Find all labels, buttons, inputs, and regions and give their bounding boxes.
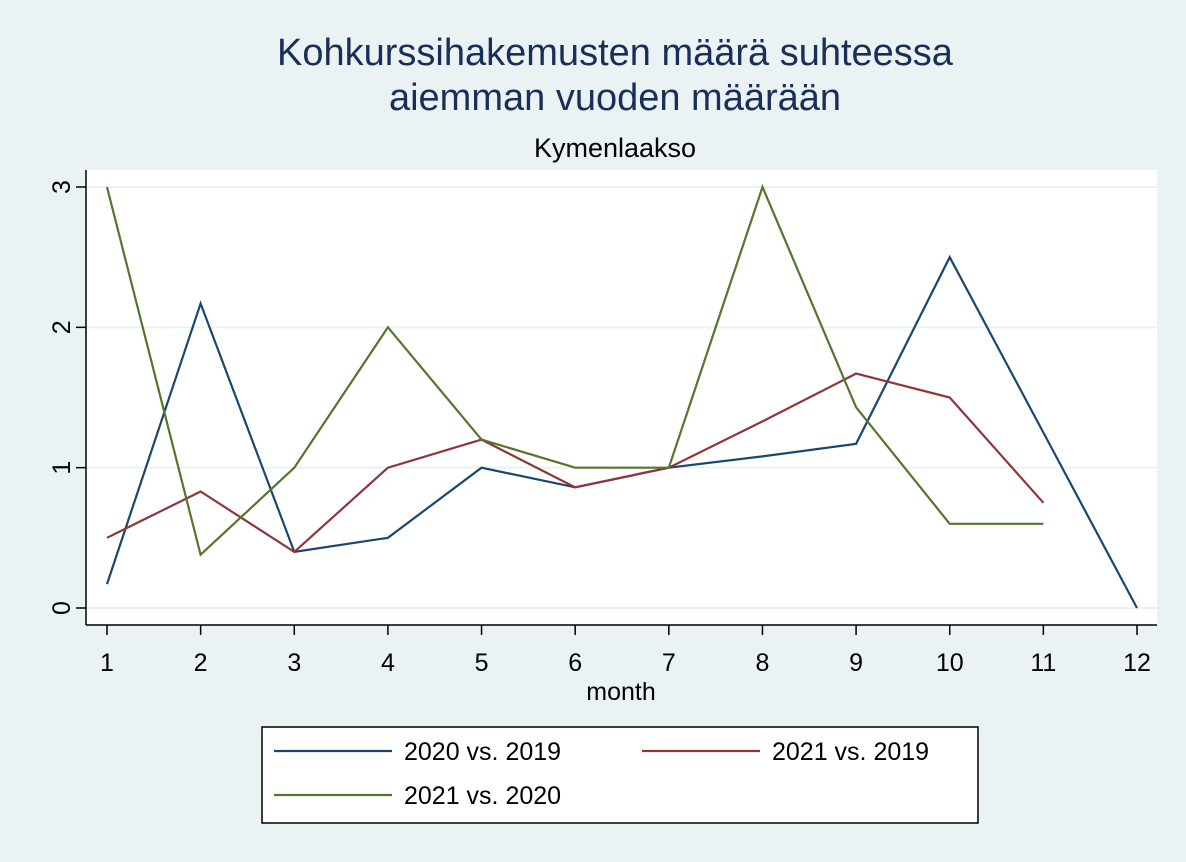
x-axis: 1 2 3 4 5 6 7 8 9 10 11 12 [86, 624, 1157, 677]
x-tick-label: 6 [568, 649, 582, 677]
legend-label-1: 2020 vs. 2019 [404, 738, 561, 766]
x-tick-label: 11 [1030, 649, 1056, 677]
legend-label-3: 2021 vs. 2020 [404, 782, 561, 810]
y-axis: 0 1 2 3 [48, 170, 87, 625]
chart-title-line-2: aiemman vuoden määrään [389, 77, 841, 119]
x-tick-label: 3 [287, 649, 301, 677]
series-line-2 [106, 372, 1045, 554]
x-tick-label: 1 [100, 649, 114, 677]
plot-area [86, 170, 1157, 625]
y-tick-label: 0 [48, 601, 76, 615]
y-tick-label: 2 [48, 320, 76, 334]
x-tick-label: 9 [849, 649, 863, 677]
x-tick-label: 12 [1123, 649, 1151, 677]
x-tick-label: 8 [756, 649, 770, 677]
legend-label-2: 2021 vs. 2019 [772, 738, 929, 766]
x-tick-label: 4 [381, 649, 395, 677]
y-tick-label: 3 [48, 180, 76, 194]
series-line-3 [105, 183, 1044, 557]
chart-subtitle: Kymenlaakso [534, 133, 696, 163]
legend-box [261, 726, 979, 824]
x-tick-label: 2 [194, 649, 208, 677]
chart-title-line-1: Kohkurssihakemusten määrä suhteessa [277, 32, 954, 74]
series-lines [105, 183, 1138, 609]
x-axis-title: month [586, 678, 655, 706]
x-tick-label: 5 [475, 649, 489, 677]
x-tick-label: 10 [936, 649, 964, 677]
legend: 2020 vs. 2019 2021 vs. 2019 2021 vs. 2020 [274, 738, 929, 810]
y-tick-label: 1 [48, 461, 76, 475]
x-tick-label: 7 [662, 649, 676, 677]
